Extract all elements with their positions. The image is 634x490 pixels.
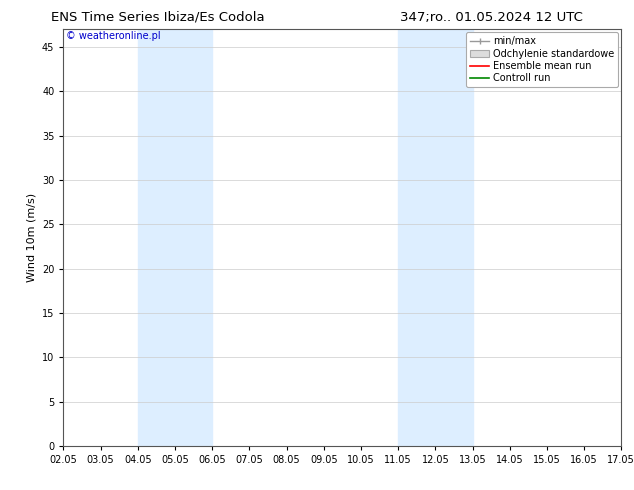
Bar: [138, 29, 212, 446]
Legend: min/max, Odchylenie standardowe, Ensemble mean run, Controll run: min/max, Odchylenie standardowe, Ensembl…: [466, 32, 618, 87]
Bar: [398, 29, 472, 446]
Text: © weatheronline.pl: © weatheronline.pl: [66, 31, 161, 42]
Text: ENS Time Series Ibiza/Es Codola: ENS Time Series Ibiza/Es Codola: [51, 11, 264, 24]
Text: 347;ro.. 01.05.2024 12 UTC: 347;ro.. 01.05.2024 12 UTC: [401, 11, 583, 24]
Y-axis label: Wind 10m (m/s): Wind 10m (m/s): [27, 193, 36, 282]
